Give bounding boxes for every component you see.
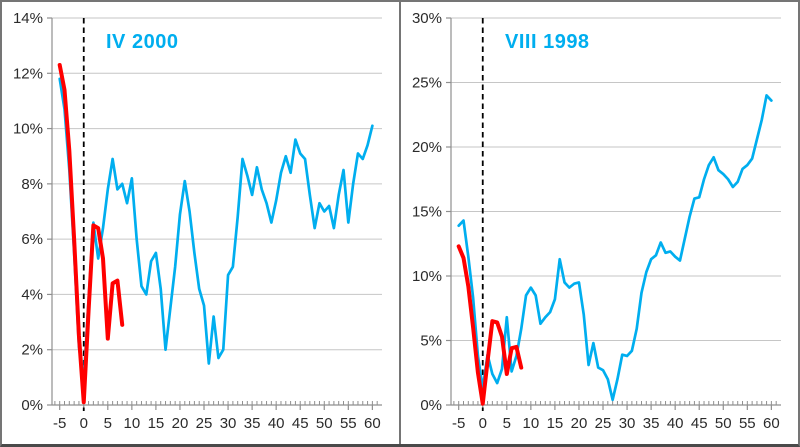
y-tick-label: 0% [21, 397, 43, 414]
x-tick-label: 45 [691, 415, 708, 432]
y-tick-label: 6% [21, 231, 43, 248]
gridlines [451, 17, 781, 341]
series-line-current-episode [57, 62, 125, 405]
x-tick-label: 60 [364, 415, 381, 432]
y-tick-label: 12% [13, 65, 43, 82]
x-tick-label: 45 [292, 415, 309, 432]
chart-canvas-viii-1998: 0% 5% 10% 15% 20% 25% 30% -5 0 5 10 15 20 25 30 35 40 45 5… [412, 10, 781, 432]
x-tick-label: 0 [479, 415, 487, 432]
x-tick-label: 10 [523, 415, 540, 432]
x-tick-label: 40 [268, 415, 285, 432]
x-tick-label: 35 [643, 415, 660, 432]
x-tick-label: 30 [220, 415, 237, 432]
x-tick-label: 55 [340, 415, 357, 432]
y-tick-label: 8% [21, 176, 43, 193]
chart-title-viii-1998: VIII 1998 [505, 31, 590, 53]
y-tick-label: 14% [13, 10, 43, 27]
chart-panel-iv-2000: IV 2000 0% 2% 4% 6% 8% 10% 12% 14% -5 0 5 10 15 20 25 3… [2, 2, 399, 444]
y-tick-label: 10% [412, 268, 442, 285]
y-tick-label: 15% [412, 204, 442, 221]
x-tick-label: 20 [172, 415, 189, 432]
x-tick-label: 55 [739, 415, 756, 432]
y-tick-label: 0% [420, 397, 442, 414]
y-tick-label: 10% [13, 121, 43, 138]
x-tick-label: 5 [104, 415, 112, 432]
x-tick-label: 30 [619, 415, 636, 432]
x-tick-label: 5 [503, 415, 511, 432]
axes [47, 17, 382, 410]
chart-title-iv-2000: IV 2000 [106, 31, 179, 53]
x-tick-label: 20 [571, 415, 588, 432]
y-tick-label: 5% [420, 333, 442, 350]
y-tick-label: 20% [412, 139, 442, 156]
x-tick-label: 60 [763, 415, 780, 432]
gridlines [52, 17, 382, 351]
x-tick-label: 25 [595, 415, 612, 432]
axes [446, 17, 781, 410]
x-tick-label: 50 [715, 415, 732, 432]
series-line-reference-episode-IV-2000 [58, 77, 374, 382]
x-tick-label: 25 [196, 415, 213, 432]
chart-panel-viii-1998: VIII 1998 0% 5% 10% 15% 20% 25% 30% -5 0 5 10 15 20 2… [399, 2, 798, 444]
x-tick-label: 50 [316, 415, 333, 432]
series-line-current-episode [456, 244, 524, 406]
x-tick-label: 35 [244, 415, 261, 432]
x-tick-label: 0 [80, 415, 88, 432]
y-tick-label: 2% [21, 342, 43, 359]
x-tick-label: -5 [53, 415, 66, 432]
y-tick-label: 4% [21, 286, 43, 303]
x-tick-label: 15 [547, 415, 564, 432]
y-tick-label: 30% [412, 10, 442, 27]
y-tick-label: 25% [412, 75, 442, 92]
x-tick-label: 15 [148, 415, 165, 432]
chart-canvas-iv-2000: 0% 2% 4% 6% 8% 10% 12% 14% -5 0 5 10 15 20 25 30 35 40 45 5… [13, 10, 382, 432]
x-tick-label: -5 [452, 415, 465, 432]
x-tick-label: 40 [667, 415, 684, 432]
x-tick-label: 10 [124, 415, 141, 432]
